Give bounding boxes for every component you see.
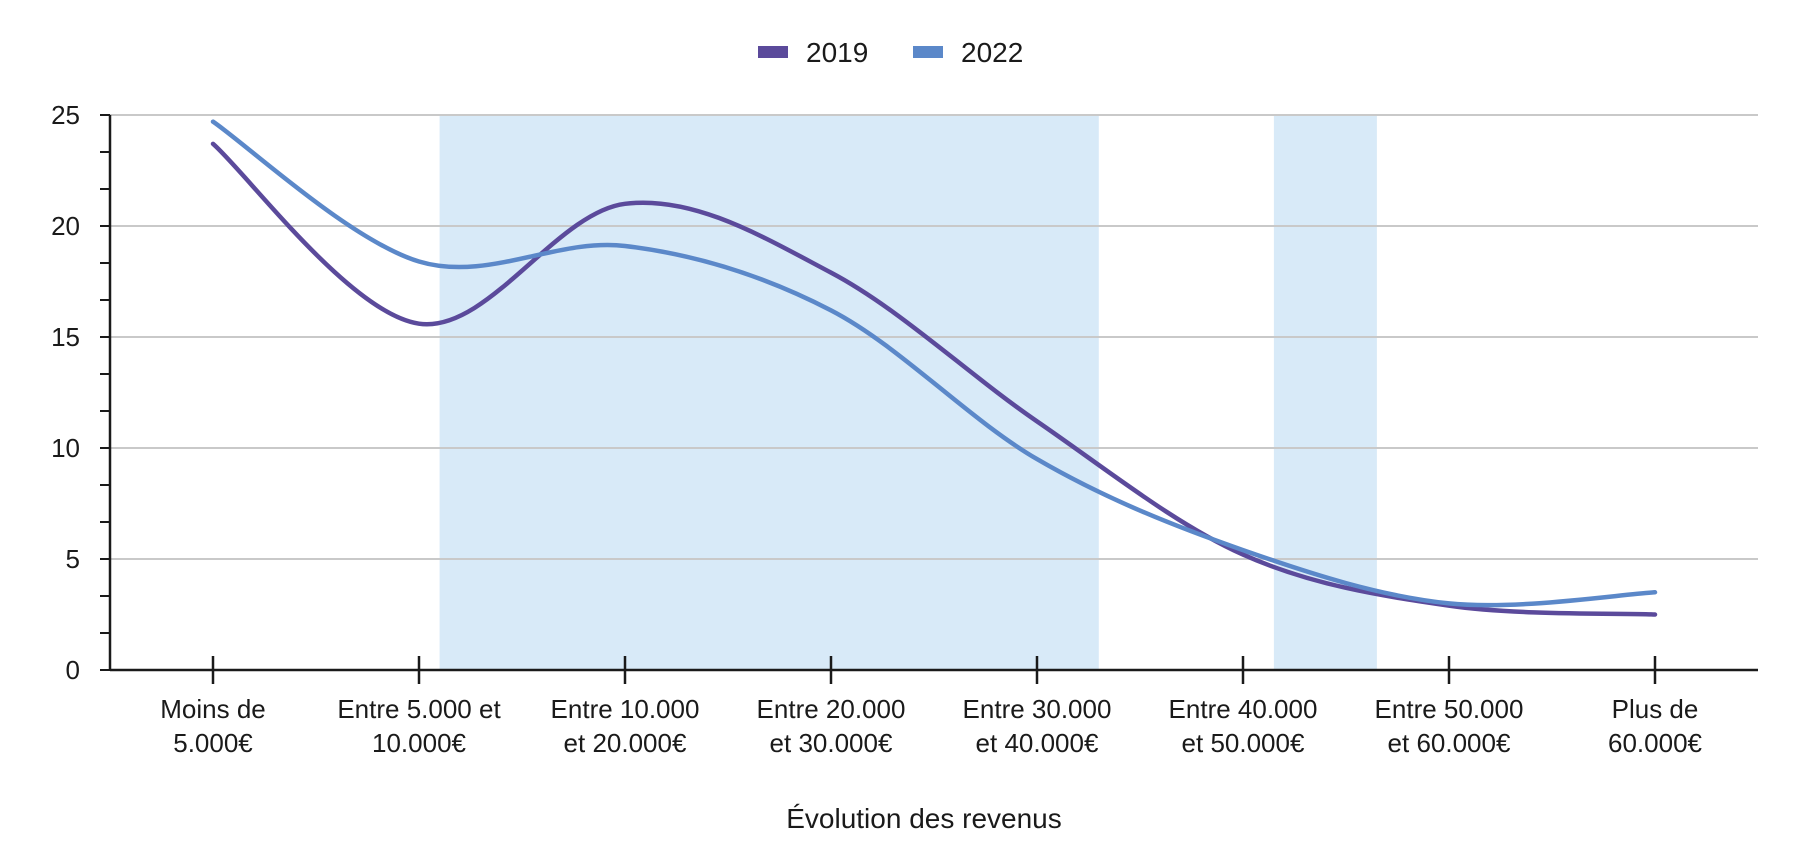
legend-swatch-2019 bbox=[758, 46, 788, 58]
x-tick-label-1: Moins de 5.000€ bbox=[160, 694, 266, 758]
y-tick-label-5: 5 bbox=[66, 544, 80, 574]
x-tick-label-8: Plus de 60.000€ bbox=[1608, 694, 1703, 758]
y-tick-label-0: 0 bbox=[66, 655, 80, 685]
highlight-bands bbox=[439, 115, 1377, 670]
legend: 2019 2022 bbox=[758, 37, 1023, 68]
y-tick-label-15: 15 bbox=[51, 322, 80, 352]
highlight-band-1 bbox=[439, 115, 1099, 670]
legend-label-2019: 2019 bbox=[806, 37, 868, 68]
x-tick-label-6: Entre 40.000 et 50.000€ bbox=[1169, 694, 1318, 758]
x-tick-label-7: Entre 50.000 et 60.000€ bbox=[1375, 694, 1524, 758]
legend-label-2022: 2022 bbox=[961, 37, 1023, 68]
y-tick-label-20: 20 bbox=[51, 211, 80, 241]
series-line-2022 bbox=[210, 119, 1658, 608]
x-axis-title: Évolution des revenus bbox=[786, 803, 1062, 834]
x-tick-label-2: Entre 5.000 et 10.000€ bbox=[337, 694, 501, 758]
axes: 0 5 10 15 20 25 Moins de 5.000€ Entre 5.000 et 10… bbox=[51, 100, 1758, 758]
gridlines bbox=[110, 114, 1758, 560]
x-tick-label-5: Entre 30.000 et 40.000€ bbox=[963, 694, 1112, 758]
series-lines bbox=[210, 119, 1658, 617]
y-tick-label-25: 25 bbox=[51, 100, 80, 130]
x-tick-label-3: Entre 10.000 et 20.000€ bbox=[551, 694, 700, 758]
legend-swatch-2022 bbox=[913, 46, 943, 58]
y-tick-label-10: 10 bbox=[51, 433, 80, 463]
x-tick-label-4: Entre 20.000 et 30.000€ bbox=[757, 694, 906, 758]
